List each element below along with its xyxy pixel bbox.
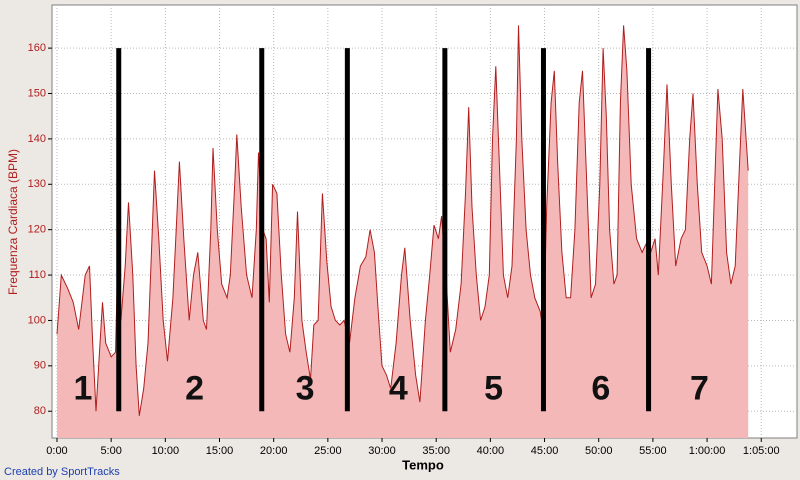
x-tick-label: 1:05:00	[743, 445, 780, 457]
footer: Created by SportTracks	[4, 466, 120, 478]
x-tick-label: 1:00:00	[689, 445, 726, 457]
segment-label: 4	[389, 369, 408, 407]
segment-label: 1	[74, 369, 93, 407]
x-tick-label: 55:00	[639, 445, 667, 457]
x-tick-label: 35:00	[422, 445, 450, 457]
y-tick-label: 160	[28, 42, 46, 54]
area	[57, 25, 749, 439]
x-tick-label: 30:00	[368, 445, 396, 457]
segment-label: 6	[591, 369, 610, 407]
segment-label: 3	[296, 369, 315, 407]
x-tick-label: 10:00	[152, 445, 180, 457]
segment-label: 5	[484, 369, 503, 407]
x-tick-label: 45:00	[531, 445, 559, 457]
y-axis-label: Frequenza Cardiaca (BPM)	[6, 149, 20, 295]
x-tick-label: 0:00	[46, 445, 67, 457]
segment-label: 7	[690, 369, 709, 407]
x-tick-label: 5:00	[100, 445, 121, 457]
y-tick-label: 80	[34, 405, 46, 417]
y-tick-label: 90	[34, 360, 46, 372]
y-tick-label: 120	[28, 224, 46, 236]
x-tick-label: 20:00	[260, 445, 288, 457]
line	[56, 25, 749, 416]
x-tick-label: 40:00	[477, 445, 505, 457]
x-axis-label: Tempo	[402, 457, 444, 472]
y-tick-label: 140	[28, 133, 46, 145]
y-tick-label: 150	[28, 87, 46, 99]
x-tick-label: 15:00	[206, 445, 234, 457]
segment-label: 2	[185, 369, 204, 407]
y-tick-label: 100	[28, 314, 46, 326]
y-tick-label: 130	[28, 178, 46, 190]
y-tick-label: 110	[28, 269, 46, 281]
x-tick-label: 50:00	[585, 445, 613, 457]
x-tick-label: 25:00	[314, 445, 342, 457]
